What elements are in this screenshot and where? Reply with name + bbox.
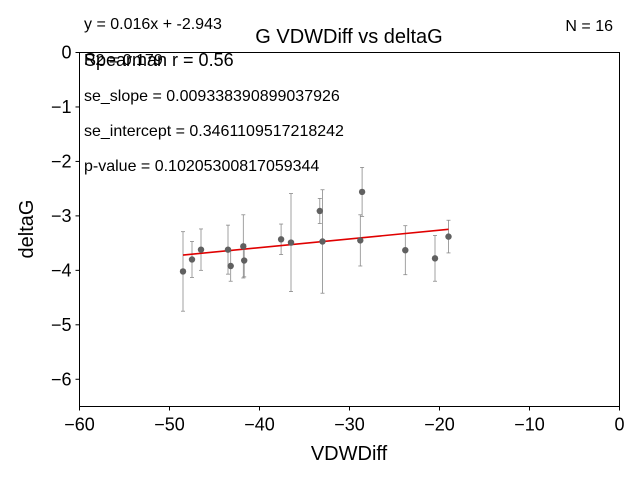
x-tick-label: −50 xyxy=(154,415,185,435)
se-intercept: se_intercept = 0.3461109517218242 xyxy=(84,123,344,140)
data-point-15 xyxy=(431,255,439,262)
x-tick-label: −60 xyxy=(64,415,95,435)
data-point-6 xyxy=(240,243,247,250)
x-tick-label: 0 xyxy=(614,415,624,435)
r-squared: R2 = 0.179 xyxy=(84,52,163,69)
regression-line xyxy=(182,228,449,256)
data-point-16 xyxy=(445,233,452,240)
data-point-4 xyxy=(224,246,232,253)
data-point-3 xyxy=(197,246,205,253)
y-tick-label: −6 xyxy=(51,369,72,389)
y-tick-label: −4 xyxy=(51,260,72,280)
y-tick-label: 0 xyxy=(61,43,71,63)
x-tick-label: −20 xyxy=(424,415,455,435)
x-tick-label: −30 xyxy=(334,415,365,435)
data-point-1 xyxy=(179,268,187,275)
x-axis-label: VDWDiff xyxy=(311,443,388,465)
p-value: p-value = 0.10205300817059344 xyxy=(84,158,319,175)
y-tick-label: −5 xyxy=(51,315,72,335)
sample-count: N = 16 xyxy=(565,18,613,35)
y-tick-label: −1 xyxy=(51,97,72,117)
data-point-2 xyxy=(188,256,196,263)
data-point-14 xyxy=(402,246,409,254)
axis-layer: −60 −50 −40 −30 −20 −10 0 0 −1 −2 −3 −4 −5 −6 xyxy=(51,43,625,435)
data-layer xyxy=(179,167,452,312)
data-point-12 xyxy=(357,237,364,244)
y-tick-label: −3 xyxy=(51,206,72,226)
spearman-r: Spearman r = 0.56 xyxy=(84,50,234,70)
data-point-7 xyxy=(241,257,248,264)
se-slope: se_slope = 0.009338390899037926 xyxy=(84,88,340,105)
data-point-13 xyxy=(358,188,366,196)
chart-title: G VDWDiff vs deltaG xyxy=(255,26,442,48)
data-point-9 xyxy=(287,239,295,246)
x-tick-label: −40 xyxy=(244,415,275,435)
y-tick-label: −2 xyxy=(51,151,72,171)
fit-equation: y = 0.016x + -2.943 xyxy=(84,16,222,33)
data-point-10 xyxy=(316,207,323,215)
y-axis-label: deltaG xyxy=(16,200,38,259)
x-tick-label: −10 xyxy=(514,415,545,435)
data-point-11 xyxy=(319,238,326,245)
data-point-8 xyxy=(277,236,285,243)
plot-frame xyxy=(79,52,620,407)
data-point-5 xyxy=(227,262,234,270)
